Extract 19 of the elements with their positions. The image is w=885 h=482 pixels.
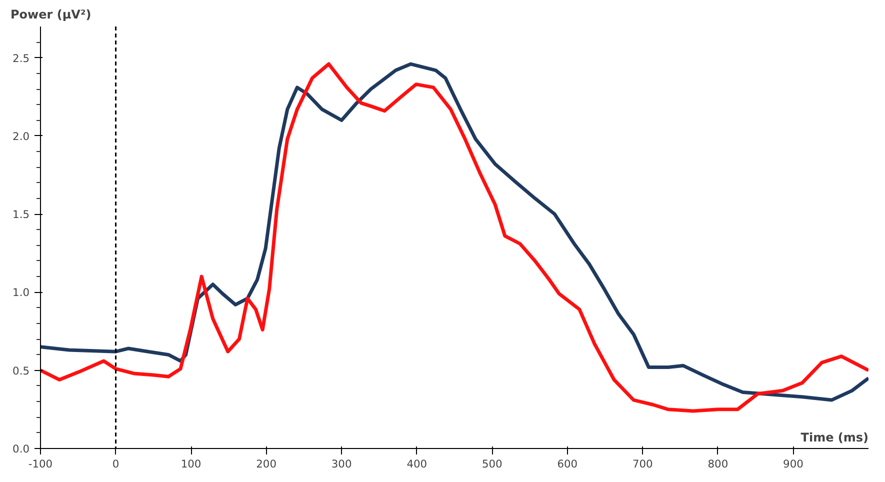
x-tick-label: 800 <box>708 458 728 470</box>
x-tick-label: 400 <box>406 458 428 470</box>
x-tick-label: 600 <box>557 458 578 470</box>
x-tick-label: 0 <box>112 458 120 470</box>
y-tick-label: 2.0 <box>12 130 30 143</box>
x-tick-label: 700 <box>632 458 654 470</box>
y-axis-title: Power (µV²) <box>10 8 92 22</box>
x-axis-title: Time (ms) <box>800 430 868 444</box>
x-tick-label: 300 <box>331 458 352 470</box>
y-tick-label: 1.0 <box>12 286 30 300</box>
x-tick-label: 200 <box>256 458 277 470</box>
x-tick-label: -100 <box>28 458 53 470</box>
y-tick-label: 0.5 <box>12 364 30 378</box>
x-tick-label: 100 <box>180 458 202 470</box>
y-tick-label: 0.0 <box>12 442 30 456</box>
x-tick-label: 900 <box>783 458 804 470</box>
x-tick-label: 500 <box>482 458 503 470</box>
y-tick-label: 1.5 <box>12 208 30 222</box>
y-tick-label: 2.5 <box>12 52 30 65</box>
